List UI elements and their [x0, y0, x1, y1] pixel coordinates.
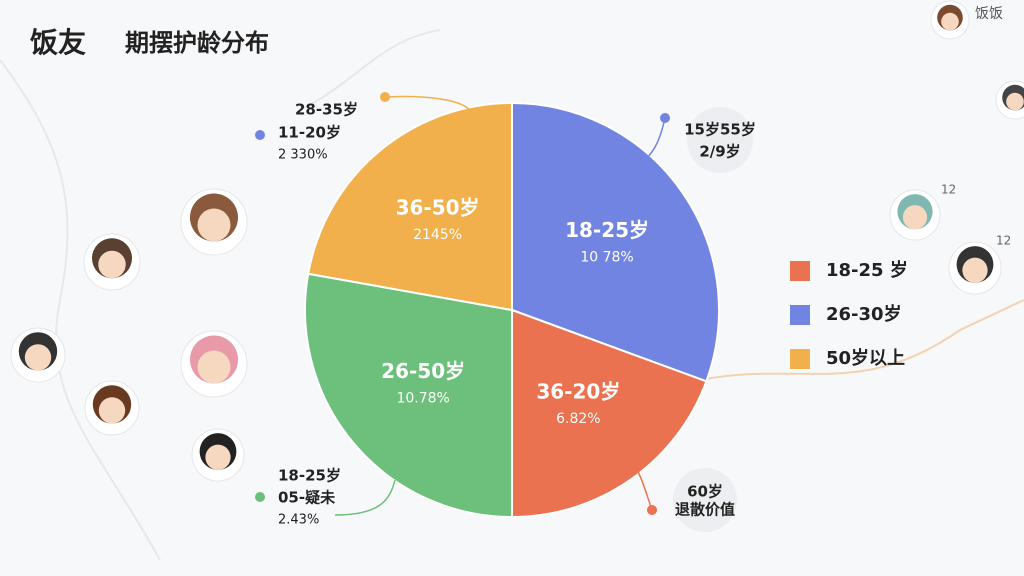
- leader-dot: [660, 113, 670, 123]
- callout-text: 18-25岁: [278, 467, 341, 485]
- avatar-face: [98, 250, 126, 279]
- title: 期摆护龄分布: [125, 29, 269, 57]
- slice-label: 2145%: [413, 227, 462, 243]
- callout-text: 15岁55岁: [684, 121, 756, 139]
- legend-label: 26-30岁: [826, 303, 902, 325]
- avatar-face: [962, 257, 988, 283]
- callout-text: 退散价值: [675, 501, 735, 519]
- slice-label: 10 78%: [580, 250, 633, 266]
- legend-label: 50岁以上: [826, 347, 905, 369]
- callout-bubble: [673, 468, 737, 532]
- callout-text: 60岁: [687, 483, 723, 501]
- callout-bubble: [687, 107, 753, 173]
- callout-text: 2/9岁: [699, 143, 740, 161]
- leader-dot: [380, 92, 390, 102]
- corner-text: 饭饭: [975, 6, 1003, 22]
- pie-slice: [511, 308, 708, 519]
- slice-title: 36-20岁: [536, 380, 620, 404]
- leader-line: [644, 117, 666, 161]
- avatars: [10, 0, 1024, 482]
- pie: 18-25岁 10 78% 36-20岁 6.82% 26-50岁 10.78% 36-50…: [304, 101, 720, 519]
- leader-line: [384, 95, 471, 111]
- legend-swatch: [790, 261, 810, 281]
- leader-line: [629, 459, 653, 511]
- avatar-face: [1006, 92, 1024, 111]
- avatar-face: [902, 205, 928, 230]
- leader-dot: [647, 505, 657, 515]
- callout-text: 28-35岁: [295, 101, 358, 119]
- slice-title: 26-50岁: [381, 359, 465, 383]
- callout-dot: [255, 130, 265, 140]
- badge: 12: [996, 234, 1011, 248]
- slice-title: 36-50岁: [396, 196, 480, 220]
- slice-label: 6.82%: [556, 411, 600, 427]
- background: [0, 29, 1024, 561]
- avatar-face: [205, 444, 231, 470]
- callout-text: 11-20岁: [278, 124, 341, 142]
- legend-swatch: [790, 305, 810, 325]
- callout-dot: [255, 492, 265, 502]
- legend-label: 18-25 岁: [826, 259, 908, 281]
- legend-swatch: [790, 349, 810, 369]
- avatar-face: [24, 344, 52, 371]
- pie-slice: [304, 272, 513, 519]
- leader-line: [334, 479, 396, 516]
- callout-text: 2.43%: [278, 513, 319, 528]
- brand: 饭友: [30, 26, 86, 59]
- pie-slice: [307, 101, 513, 312]
- avatar-face: [197, 350, 231, 384]
- badge: 12: [941, 183, 956, 197]
- avatar-face: [98, 397, 126, 424]
- callout-text: 05-疑未: [278, 489, 336, 507]
- pie-slice: [511, 101, 720, 383]
- slice-label: 10.78%: [396, 390, 449, 406]
- legend: 18-25 岁 26-30岁 50岁以上: [790, 259, 908, 369]
- avatar-face: [197, 208, 231, 242]
- slice-title: 18-25岁: [565, 218, 649, 242]
- annotations: 28-35岁 11-20岁 2 330% 15岁55岁 2/9岁 18-25岁 05-疑未 2…: [255, 92, 756, 532]
- avatar-face: [941, 12, 959, 31]
- callout-text: 2 330%: [278, 148, 328, 163]
